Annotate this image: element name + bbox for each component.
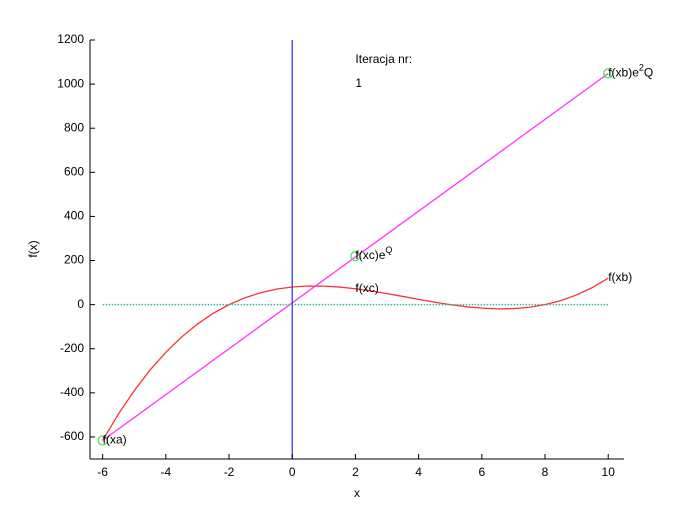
annotation-text: 1 (355, 76, 362, 90)
annotation-text: f(xb)e (608, 66, 639, 80)
annotation-text: 2 (639, 63, 644, 73)
x-tick-label: 4 (415, 465, 422, 479)
y-axis-label: f(x) (26, 240, 40, 257)
series-line (102, 277, 609, 441)
x-tick-label: 6 (478, 465, 485, 479)
y-tick-label: 0 (77, 297, 84, 311)
x-tick-label: 2 (352, 465, 359, 479)
annotation: f(xc) (355, 281, 378, 295)
y-tick-label: 1000 (57, 76, 84, 90)
annotation: f(xb)e2Q (608, 63, 653, 80)
marker (350, 251, 361, 262)
annotation: Iteracja nr: (355, 52, 412, 66)
annotation-text: f(xc)e (355, 248, 385, 262)
x-axis-label: x (354, 486, 360, 500)
marker (97, 435, 108, 446)
annotation: f(xc)eQ (355, 245, 392, 262)
annotation: f(xb) (608, 270, 632, 284)
annotation: 1 (355, 76, 362, 90)
x-tick-label: 0 (289, 465, 296, 479)
y-tick-label: -400 (60, 385, 84, 399)
y-tick-label: -600 (60, 429, 84, 443)
x-tick-label: -4 (160, 465, 171, 479)
y-tick-label: 800 (64, 120, 84, 134)
annotation-text: Q (644, 66, 653, 80)
x-tick-label: 8 (542, 465, 549, 479)
y-tick-label: 400 (64, 209, 84, 223)
x-tick-label: -6 (97, 465, 108, 479)
annotation-text: f(xc) (355, 281, 378, 295)
y-tick-label: -200 (60, 341, 84, 355)
annotation: f(xa) (103, 433, 127, 447)
y-tick-label: 600 (64, 164, 84, 178)
annotation-text: f(xb) (608, 270, 632, 284)
y-tick-label: 200 (64, 253, 84, 267)
annotation-text: Q (385, 245, 392, 255)
marker (603, 68, 614, 79)
y-tick-label: 1200 (57, 32, 84, 46)
series-line (102, 72, 609, 442)
annotation-text: f(xa) (103, 433, 127, 447)
annotation-text: Iteracja nr: (355, 52, 412, 66)
x-tick-label: -2 (224, 465, 235, 479)
x-tick-label: 10 (602, 465, 616, 479)
